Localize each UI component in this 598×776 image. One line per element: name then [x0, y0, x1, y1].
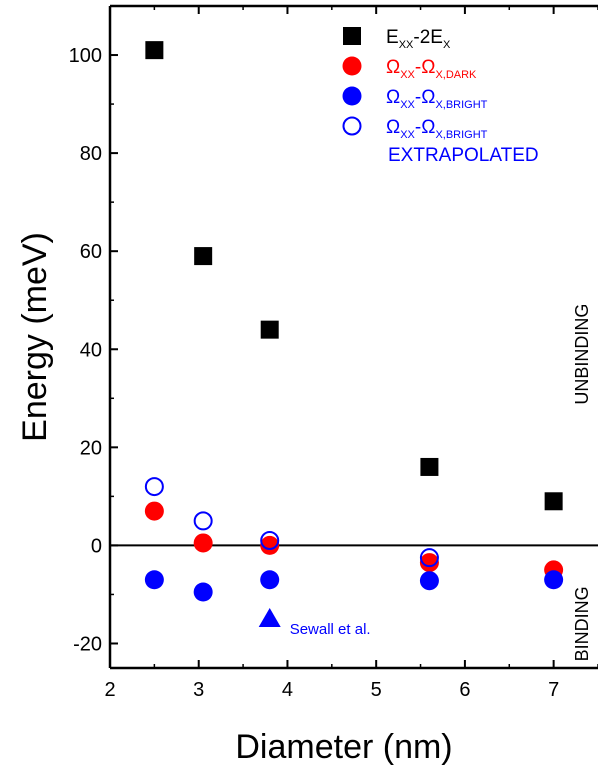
legend-label-0: EXX-2EX	[386, 27, 451, 51]
y-tick-label: -20	[73, 633, 102, 655]
annotation-unbinding: UNBINDING	[572, 304, 592, 405]
series-2-point	[260, 570, 280, 590]
series-3-point	[144, 477, 164, 497]
series-1-point	[193, 533, 213, 553]
axes-layer: 2 3 4 5 6 7 -20 0 20 40 60 80 100	[69, 4, 598, 701]
marks-layer	[144, 41, 564, 627]
legend: EXX-2EX ΩXX-ΩX,DARK ΩXX-ΩX,BRIGHT ΩXX-ΩX,BR…	[342, 27, 539, 166]
series-2-point	[193, 582, 213, 602]
series-0-point	[260, 320, 279, 339]
legend-label-3: ΩXX-ΩX,BRIGHT	[386, 117, 488, 141]
y-tick-label: 80	[80, 143, 102, 165]
series-1-point	[144, 501, 164, 521]
series-2-point	[544, 570, 564, 590]
series-0-point	[420, 457, 439, 476]
y-tick-label: 40	[80, 339, 102, 361]
legend-label-3-line2: EXTRAPOLATED	[388, 145, 539, 166]
series-4-point	[258, 607, 281, 627]
x-tick-label: 4	[282, 679, 293, 701]
x-tick-label: 5	[371, 679, 382, 701]
x-tick-label: 6	[459, 679, 470, 701]
y-axis-label: Energy (meV)	[16, 232, 54, 442]
y-tick-label: 60	[80, 241, 102, 263]
series-2-point	[419, 571, 439, 591]
y-tick-label: 20	[80, 437, 102, 459]
x-tick-label: 7	[548, 679, 559, 701]
legend-label-1: ΩXX-ΩX,DARK	[386, 57, 477, 81]
x-axis-label: Diameter (nm)	[235, 728, 452, 766]
series-1-point	[419, 553, 439, 573]
annotation-sewall: Sewall et al.	[290, 621, 371, 638]
series-3-point	[419, 548, 439, 568]
x-tick-label: 2	[104, 679, 115, 701]
series-2-point	[144, 570, 164, 590]
series-0-point	[194, 247, 213, 266]
x-tick-label: 3	[193, 679, 204, 701]
annotation-binding: BINDING	[572, 586, 592, 661]
legend-marker-1	[342, 56, 362, 76]
series-0-point	[145, 41, 164, 60]
y-tick-label: 0	[91, 535, 102, 557]
series-3-point	[193, 511, 213, 531]
series-3-point	[260, 531, 280, 551]
legend-label-2: ΩXX-ΩX,BRIGHT	[386, 87, 488, 111]
legend-marker-0	[343, 27, 361, 45]
legend-marker-2	[342, 86, 362, 106]
labels-layer: Diameter (nm) Energy (meV) Sewall et al. UN…	[16, 232, 592, 766]
y-tick-label: 100	[69, 45, 102, 67]
series-0-point	[544, 492, 563, 511]
series-1-point	[260, 535, 280, 555]
legend-marker-3	[342, 116, 362, 136]
